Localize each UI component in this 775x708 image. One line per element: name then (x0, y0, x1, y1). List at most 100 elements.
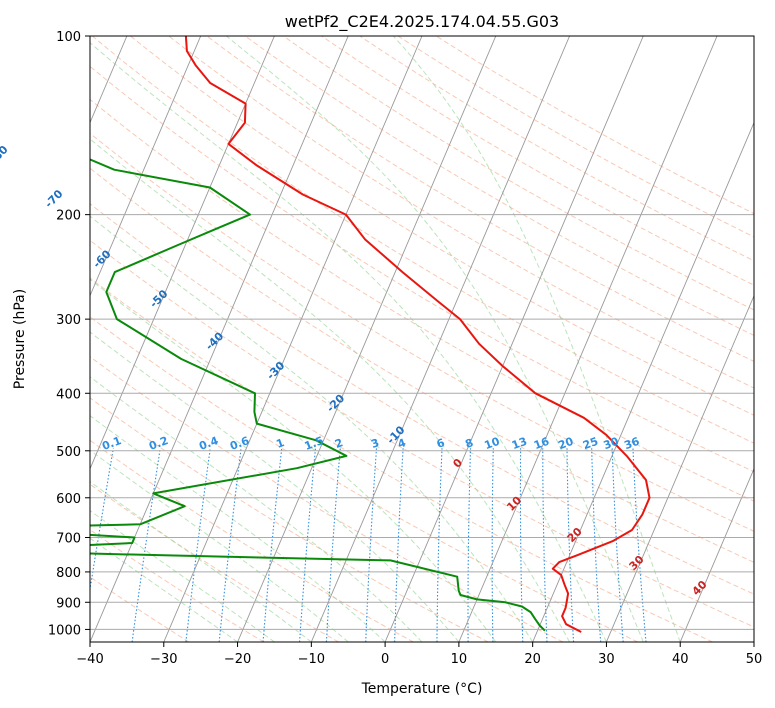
y-axis-label: Pressure (hPa) (12, 289, 28, 389)
isotherm-line (605, 294, 754, 642)
isotherm-line (90, 36, 275, 470)
isotherm-label: -30 (264, 359, 287, 382)
moist-adiabat (90, 480, 312, 642)
mixing-ratio-line (436, 448, 443, 642)
isotherm-line (753, 640, 754, 642)
mixing-ratio-label: 20 (556, 435, 575, 453)
isotherm-label: -70 (42, 187, 65, 210)
isotherm-label: -20 (324, 392, 347, 415)
y-tick-label: 800 (56, 566, 81, 581)
isotherm-label: -80 (0, 143, 11, 166)
mixing-ratio-label: 1.5 (303, 434, 326, 453)
y-tick-label: 100 (56, 30, 81, 45)
mixing-ratio-line (325, 448, 341, 642)
mixing-ratio-label: 0.1 (100, 434, 123, 453)
moist-adiabat (90, 449, 349, 642)
dry-adiabat (90, 576, 190, 642)
isotherm-line (237, 36, 497, 642)
axes: −40 −30 −20 −10 0 10 20 30 40 5010020030040050060… (48, 30, 762, 667)
mixing-ratio-line (131, 448, 161, 642)
chart-title: wetPf2_C2E4.2025.174.04.55.G03 (285, 12, 559, 32)
mixing-ratio-line (218, 448, 242, 642)
mixing-ratio-label: 36 (622, 435, 641, 453)
mixing-ratio-line (611, 448, 624, 642)
x-tick-label: 0 (381, 652, 389, 667)
red-line-label: 30 (627, 553, 647, 573)
mixing-ratio-line (90, 448, 114, 594)
isotherm-line (90, 36, 202, 297)
x-axis-label: Temperature (°C) (361, 681, 483, 697)
mixing-ratio-label: 30 (602, 435, 621, 453)
dewpoint-line (90, 158, 546, 632)
isotherm-line (679, 467, 754, 642)
mixing-ratio-label: 0.6 (228, 434, 251, 453)
moist-adiabat (90, 42, 607, 642)
mixing-ratio-line (491, 448, 494, 642)
profile-lines (90, 36, 651, 633)
y-tick-label: 1000 (48, 623, 81, 638)
mixing-ratio-label: 8 (463, 436, 475, 451)
dry-adiabat (90, 277, 713, 642)
mixing-ratio-line (467, 448, 472, 642)
dry-adiabat (90, 98, 754, 502)
mixing-ratio-line (185, 448, 211, 642)
y-tick-label: 300 (56, 313, 81, 328)
moist-adiabat (90, 138, 571, 642)
temperature-line (184, 36, 651, 633)
y-tick-label: 400 (56, 387, 81, 402)
dry-adiabat (90, 203, 754, 595)
isotherm-line (384, 36, 644, 642)
mixing-ratio-line (365, 448, 378, 642)
dry-adiabat (90, 167, 754, 563)
mixing-ratio-label: 2 (333, 436, 345, 451)
mixing-ratio-label: 4 (396, 436, 408, 451)
x-tick-label: −30 (150, 652, 177, 667)
dry-adiabat (283, 36, 754, 311)
isotherm-line (310, 36, 571, 642)
x-tick-label: −10 (298, 652, 325, 667)
y-tick-label: 600 (56, 492, 81, 507)
isotherm-label: -50 (147, 287, 170, 310)
mixing-ratio-label: 16 (532, 435, 551, 453)
isotherm-line (163, 36, 423, 642)
mixing-ratio-line (591, 448, 602, 642)
dry-adiabat (168, 36, 754, 389)
isotherm-label: -40 (203, 329, 226, 352)
dry-adiabat (90, 483, 339, 642)
mixing-ratio-label: 3 (369, 436, 381, 451)
dry-adiabat (91, 36, 754, 444)
mixing-ratio-label: 1 (274, 436, 286, 451)
moist-adiabat (392, 36, 681, 642)
dry-adiabat (90, 397, 489, 642)
mixing-ratio-label: 0.4 (197, 434, 220, 453)
red-line-label: 40 (690, 578, 710, 598)
x-tick-label: 30 (598, 652, 615, 667)
isotherm-label: -60 (90, 247, 113, 270)
mixing-ratio-label: 10 (483, 435, 502, 453)
y-tick-label: 900 (56, 596, 81, 611)
dry-adiabat (90, 529, 265, 642)
x-tick-label: 20 (524, 652, 541, 667)
x-tick-label: 50 (746, 652, 763, 667)
isotherm-line (532, 121, 754, 642)
dry-adiabat (90, 316, 639, 642)
moist-adiabat (90, 376, 423, 642)
plot-frame (89, 35, 755, 643)
x-tick-label: 40 (672, 652, 689, 667)
mixing-ratio-label: 0.2 (147, 434, 170, 453)
moist-adiabat (226, 36, 644, 642)
pressure-gridlines (90, 36, 754, 630)
y-tick-label: 500 (56, 445, 81, 460)
dry-adiabat (90, 132, 754, 532)
y-tick-label: 200 (56, 209, 81, 224)
mixing-ratio-line (566, 448, 575, 642)
dry-adiabat (359, 36, 754, 262)
line-labels: -100-90-80-70-60-50-40-30-20-100.10.20.4… (0, 143, 710, 598)
mixing-ratio-line (394, 448, 404, 642)
mixing-ratio-label: 6 (435, 436, 447, 451)
red-line-label: 10 (504, 493, 524, 513)
y-tick-label: 700 (56, 532, 81, 547)
mixing-ratio-label: 25 (581, 435, 600, 452)
dry-adiabat (206, 36, 754, 362)
